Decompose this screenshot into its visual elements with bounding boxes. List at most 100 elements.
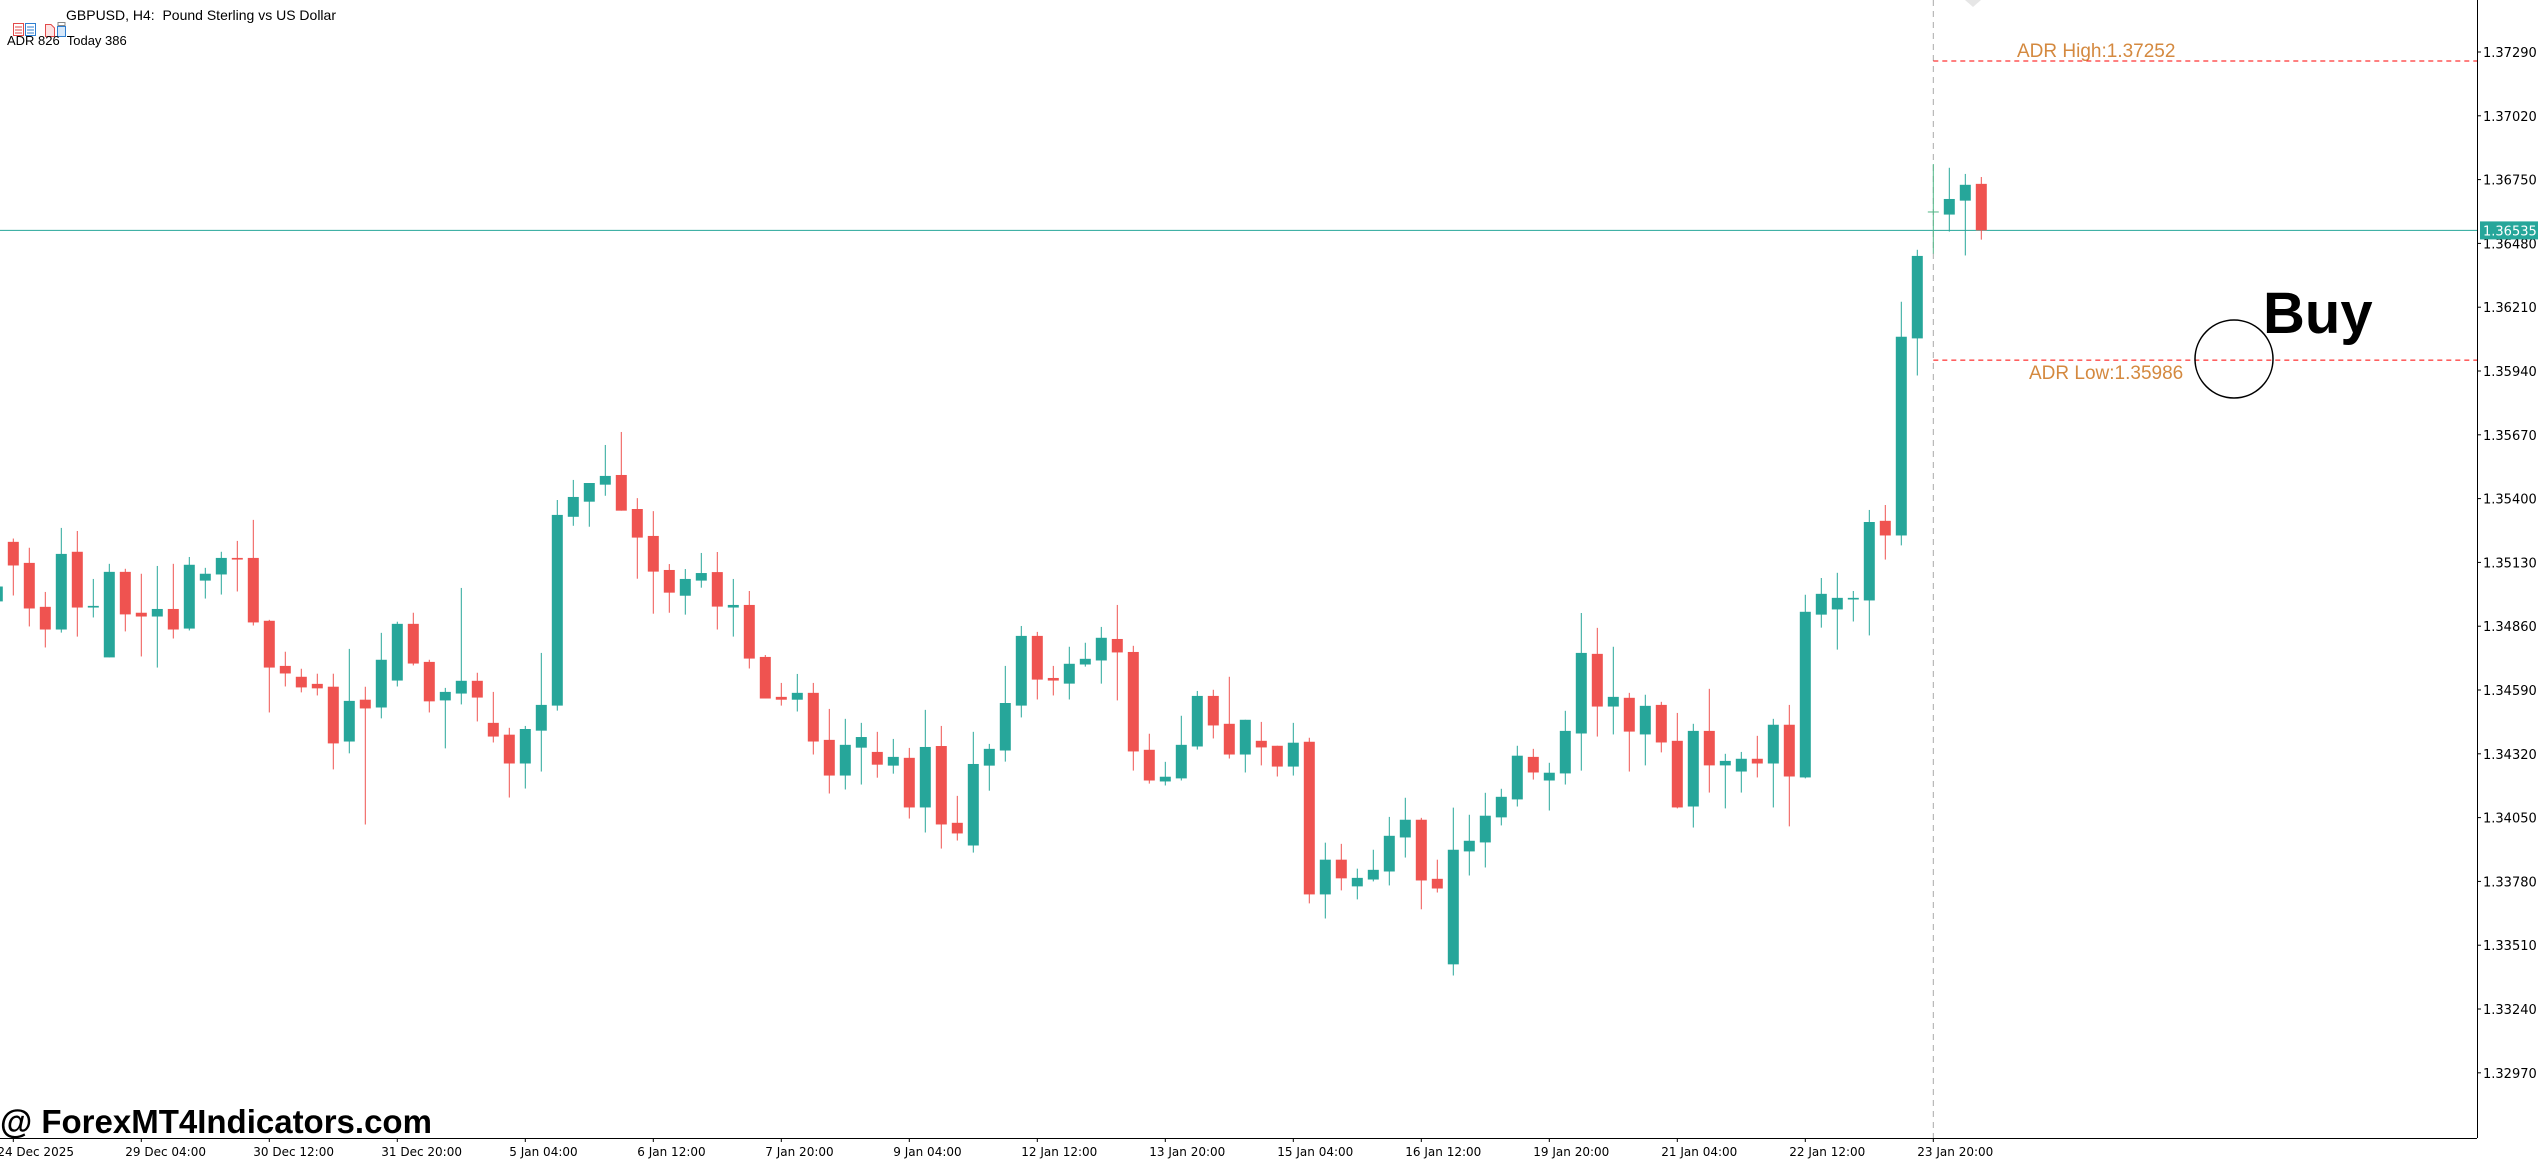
candle [967,731,979,853]
time-tick-label: 5 Jan 04:00 [509,1145,577,1159]
candle-body [1495,796,1507,818]
scroll-marker-icon[interactable] [1965,0,1981,7]
candle [0,586,3,602]
price-tick-label: 1.33510 [2483,939,2537,954]
candle-body [71,551,83,608]
candle [247,519,259,626]
candle [39,591,51,648]
candle-body [1367,869,1379,880]
candle [407,612,419,666]
candle [103,563,115,658]
candle-body [455,680,467,694]
candle-body [935,746,947,825]
candle-body [1879,520,1891,536]
price-tick-label: 1.35670 [2483,429,2537,444]
time-axis[interactable]: 24 Dec 2025 29 Dec 04:00 30 Dec 12:00 31 De… [0,1138,1993,1159]
candle [1735,751,1747,793]
candle [23,547,35,627]
candle-body [1559,730,1571,774]
candle [919,709,931,833]
candle-body [1335,859,1347,879]
time-tick-label: 16 Jan 12:00 [1405,1145,1481,1159]
candle [151,565,163,668]
candle [727,578,739,637]
candle [439,687,451,749]
candle-body [599,475,611,485]
candle-body [1319,859,1331,895]
candle-body [55,553,67,630]
candle-body [919,746,931,808]
candle-body [1895,336,1907,536]
candle [1319,842,1331,919]
candle-body [1287,742,1299,767]
candle [1527,748,1539,780]
price-tick-label: 1.33240 [2483,1003,2537,1018]
candle [1495,788,1507,826]
candle-body [679,578,691,596]
candle-body [999,703,1011,751]
one-click-trading-icon[interactable] [5,7,36,36]
candle [743,591,755,669]
candle-body [1527,756,1539,773]
candle [1063,646,1075,700]
candle [1575,612,1587,771]
candle-body [1207,695,1219,726]
candle-body [327,686,339,744]
candle-body [1623,697,1635,732]
candle-body [1799,611,1811,778]
candle-body [1959,184,1971,201]
candle-body [1735,758,1747,772]
candle [887,738,899,774]
time-tick-label: 24 Dec 2025 [0,1145,74,1159]
candle-body [711,572,723,607]
candle [1031,631,1043,700]
candle [951,795,963,841]
price-axis[interactable]: 1.37290 1.37020 1.36750 1.36480 1.36210 1.359… [2477,46,2538,1082]
candle-body [343,700,355,742]
candle [327,673,339,770]
time-tick-label: 23 Jan 20:00 [1917,1145,1993,1159]
candle-body [1463,840,1475,852]
candle-body [823,739,835,776]
candle-body [1751,758,1763,764]
candle-body [727,604,739,608]
candle [231,540,243,592]
price-tick-label: 1.34590 [2483,684,2537,699]
adr-low-label: ADR Low:1.35986 [2029,363,2183,384]
candle [87,578,99,618]
candle-body [759,656,771,699]
candle-body [231,557,243,560]
candle-body [519,728,531,764]
time-tick-label: 30 Dec 12:00 [253,1145,334,1159]
candle-body [1863,522,1875,601]
candle [983,743,995,791]
price-tick-label: 1.37290 [2483,46,2537,61]
candle [1383,816,1395,886]
candle-body [215,557,227,575]
candle-body [951,822,963,834]
market-depth-icon[interactable] [37,6,66,37]
candle [359,686,371,825]
candle [1287,722,1299,776]
candle [1911,249,1923,376]
time-tick-label: 19 Jan 20:00 [1533,1145,1609,1159]
candle [535,652,547,772]
candle-body [1975,183,1987,231]
candle [199,567,211,599]
candle-body [535,704,547,731]
candle-body [1415,819,1427,881]
candle-body [1703,730,1715,766]
candles [0,164,1987,976]
candle-body [615,474,627,511]
price-tick-label: 1.34860 [2483,620,2537,635]
candle-body [1655,704,1667,743]
time-tick-label: 15 Jan 04:00 [1277,1145,1353,1159]
candle [1335,843,1347,891]
candle [263,619,275,713]
candle [1719,753,1731,809]
candle [695,552,707,588]
candle-body [1719,760,1731,766]
candle-body [1271,745,1283,767]
candle-body [151,608,163,617]
